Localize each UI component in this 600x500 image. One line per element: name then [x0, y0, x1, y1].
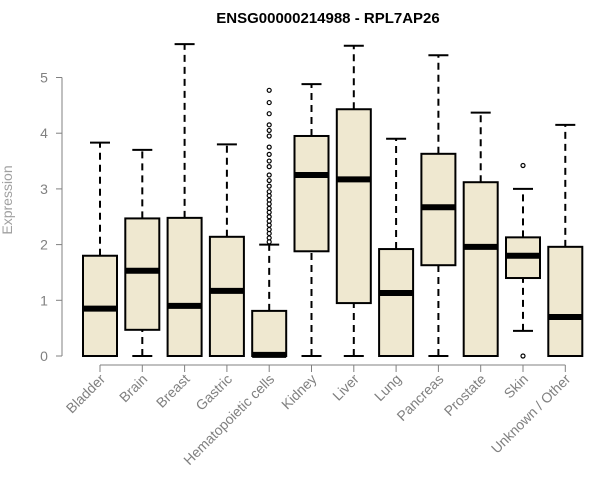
box-iqr: [166, 216, 203, 357]
y-tick-label: 5: [40, 70, 48, 86]
y-tick-label: 3: [40, 181, 48, 197]
outlier-point: [266, 183, 272, 189]
y-tick-label: 2: [40, 237, 48, 253]
x-tick-label-unknown-other: Unknown / Other: [488, 371, 574, 457]
box-liver: [335, 44, 372, 357]
box-prostate: [462, 111, 499, 357]
box-hematopoietic-cells: [251, 87, 288, 358]
x-tick-label-lung: Lung: [371, 371, 404, 404]
box-skin: [505, 162, 541, 359]
box-brain: [124, 148, 161, 357]
outlier-point: [266, 99, 272, 106]
x-tick-label-prostate: Prostate: [441, 371, 489, 419]
box-breast: [166, 43, 203, 357]
box-gastric: [208, 143, 245, 357]
outlier-point: [266, 214, 272, 220]
outlier-point: [266, 151, 272, 157]
outlier-point: [266, 158, 272, 164]
x-tick-label-liver: Liver: [329, 371, 362, 404]
x-tick-label-bladder: Bladder: [63, 371, 109, 417]
y-tick-label: 4: [40, 125, 48, 141]
y-tick-label: 1: [40, 292, 48, 308]
outlier-point: [266, 111, 272, 117]
box-iqr: [378, 248, 415, 357]
box-iqr: [462, 181, 499, 357]
outlier-point: [266, 127, 272, 134]
x-tick-label-pancreas: Pancreas: [393, 371, 446, 424]
box-pancreas: [420, 54, 457, 357]
x-tick-label-breast: Breast: [153, 371, 193, 411]
outlier-point: [266, 144, 272, 150]
boxes-group: [82, 43, 584, 359]
y-axis: 0 1 2 3 4 5: [40, 70, 63, 364]
box-bladder: [82, 141, 118, 358]
box-unknown-other: [547, 123, 584, 357]
outlier-point: [266, 189, 272, 195]
outlier-point: [266, 122, 272, 128]
outlier-point: [266, 87, 272, 93]
box-iqr: [208, 235, 245, 357]
outlier-point: [266, 164, 272, 170]
box-iqr: [251, 309, 288, 357]
y-tick-label: 0: [40, 348, 48, 364]
x-tick-label-skin: Skin: [501, 371, 532, 402]
x-tick-label-kidney: Kidney: [278, 371, 320, 413]
box-iqr: [124, 217, 161, 331]
outlier-point: [520, 353, 526, 359]
box-kidney: [293, 83, 330, 357]
outlier-point: [520, 162, 526, 169]
y-axis-label: Expression: [0, 165, 15, 234]
outlier-point: [266, 172, 272, 178]
chart-title: ENSG00000214988 - RPL7AP26: [216, 10, 439, 27]
box-lung: [378, 137, 415, 357]
box-iqr: [547, 245, 584, 357]
box-iqr: [293, 134, 330, 253]
box-iqr: [335, 108, 372, 305]
outlier-point: [266, 133, 272, 139]
x-tick-label-brain: Brain: [116, 371, 150, 405]
outlier-point: [266, 177, 272, 184]
